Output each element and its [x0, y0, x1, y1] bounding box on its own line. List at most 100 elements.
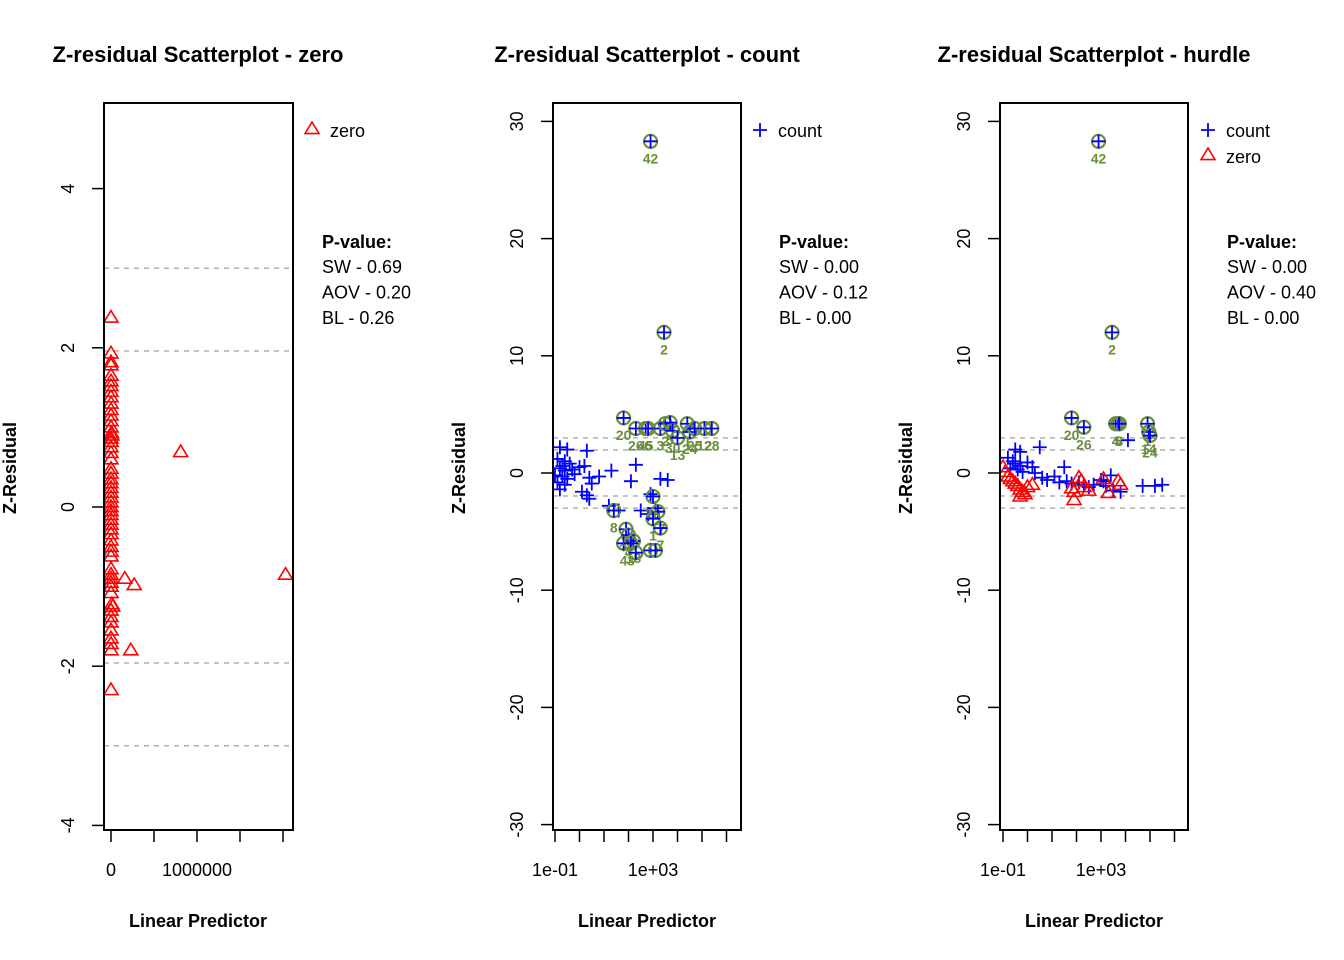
data-point-triangle — [172, 443, 190, 458]
data-point-triangle — [104, 353, 120, 368]
data-point-triangle — [104, 635, 120, 650]
data-point-triangle — [1065, 491, 1083, 506]
data-point-plus — [560, 471, 575, 486]
outlier-label: 13 — [670, 447, 686, 463]
pvalue-heading: P-value: — [322, 232, 392, 252]
pvalue-line: AOV - 0.12 — [779, 283, 868, 303]
data-point-triangle — [1072, 472, 1090, 487]
data-point-triangle — [104, 465, 120, 479]
data-point-triangle — [104, 424, 120, 439]
data-point-triangle — [104, 502, 120, 517]
data-point-plus — [623, 474, 638, 489]
data-point-plus — [1013, 444, 1028, 459]
data-point-plus — [643, 487, 658, 502]
outlier-label: 4 — [620, 552, 628, 568]
data-point-outlier — [646, 511, 660, 526]
data-point-plus — [557, 463, 572, 478]
data-point-plus — [560, 442, 575, 457]
y-tick-label: -4 — [58, 817, 78, 833]
data-point-plus — [553, 475, 565, 490]
data-point-triangle — [122, 641, 140, 656]
data-point-plus — [577, 458, 592, 473]
outlier-label: 20 — [616, 427, 632, 443]
panel-1: Z-residual Scatterplot - zero -4 -2 0 2 4 0 100… — [0, 42, 411, 931]
data-point-triangle — [104, 570, 120, 584]
data-point-plus — [579, 443, 594, 458]
outlier-label: 2 — [660, 341, 668, 357]
plot-frame — [103, 102, 294, 831]
data-point-outlier — [1064, 410, 1079, 425]
data-point-outlier — [646, 489, 660, 504]
data-point-plus — [553, 482, 567, 497]
y-tick-label: -10 — [507, 577, 527, 603]
data-point-outlier — [1091, 134, 1106, 149]
outlier-label: 6 — [644, 437, 652, 453]
data-point-triangle — [104, 470, 120, 485]
outlier-label: 3 — [627, 552, 635, 568]
data-point-outlier — [1112, 416, 1127, 431]
legend-plus-icon — [1201, 123, 1215, 137]
data-point-plus — [1027, 466, 1042, 480]
outlier-label: 3 — [1115, 433, 1123, 449]
legend-plus-icon — [753, 123, 767, 137]
data-point-triangle — [104, 444, 120, 459]
data-point-outlier — [628, 545, 643, 560]
data-point-plus — [1005, 454, 1020, 469]
outlier-label: 45 — [638, 437, 654, 453]
data-point-plus — [660, 473, 675, 488]
y-tick-label: -2 — [58, 658, 78, 674]
data-point-triangle — [1099, 484, 1117, 499]
legend-triangle-icon — [1199, 146, 1217, 161]
outlier-label: 1 — [683, 433, 691, 449]
data-point-outlier — [643, 134, 658, 149]
data-point-triangle — [104, 506, 120, 521]
outlier-label: 2 — [661, 433, 669, 449]
data-point-plus — [1135, 478, 1150, 493]
outlier-label: 3 — [656, 437, 664, 453]
data-point-outlier — [657, 325, 672, 340]
data-point-triangle — [104, 543, 120, 557]
x-axis-label: Linear Predictor — [129, 911, 267, 931]
data-point-plus — [1147, 478, 1162, 493]
data-point-outlier — [616, 410, 631, 425]
outlier-label: 12 — [697, 437, 713, 453]
legend-label: count — [778, 121, 822, 141]
data-point-triangle — [104, 488, 120, 503]
pvalue-line: AOV - 0.40 — [1227, 283, 1316, 303]
data-point-triangle — [104, 430, 120, 444]
data-point-triangle — [104, 426, 121, 441]
data-point-triangle — [104, 515, 120, 530]
data-point-triangle — [1011, 487, 1029, 502]
data-point-outlier — [704, 421, 719, 436]
pvalue-heading: P-value: — [779, 232, 849, 252]
pvalue-line: SW - 0.00 — [1227, 257, 1307, 277]
y-tick-label: -10 — [954, 577, 974, 603]
x-tick-label: 1e+03 — [1076, 860, 1127, 880]
legend-label: zero — [1226, 147, 1261, 167]
chart-title: Z-residual Scatterplot - hurdle — [938, 42, 1251, 67]
y-tick-label: 2 — [58, 343, 78, 353]
data-point-plus — [653, 471, 668, 486]
data-point-triangle — [116, 570, 134, 584]
data-point-triangle — [104, 474, 120, 489]
outlier-label: 5 — [1114, 433, 1122, 449]
data-point-plus — [592, 469, 607, 484]
data-point-outlier — [1143, 428, 1157, 443]
data-point-plus — [1032, 440, 1047, 455]
data-point-triangle — [277, 566, 293, 581]
outlier-label: 4 — [1112, 433, 1120, 449]
data-point-plus — [1113, 484, 1128, 499]
pvalue-line: BL - 0.26 — [322, 308, 394, 328]
legend-label: count — [1226, 121, 1270, 141]
outlier-label: 14 — [1141, 441, 1157, 457]
data-point-triangle — [104, 479, 120, 494]
data-point-plus — [582, 470, 597, 485]
data-point-plus — [562, 456, 577, 471]
data-point-triangle — [104, 450, 120, 465]
x-tick-label: 1e+03 — [628, 860, 679, 880]
y-tick-label: -30 — [954, 812, 974, 838]
data-point-triangle — [104, 608, 120, 623]
y-tick-label: 0 — [507, 468, 527, 478]
pvalue-line: BL - 0.00 — [1227, 308, 1299, 328]
